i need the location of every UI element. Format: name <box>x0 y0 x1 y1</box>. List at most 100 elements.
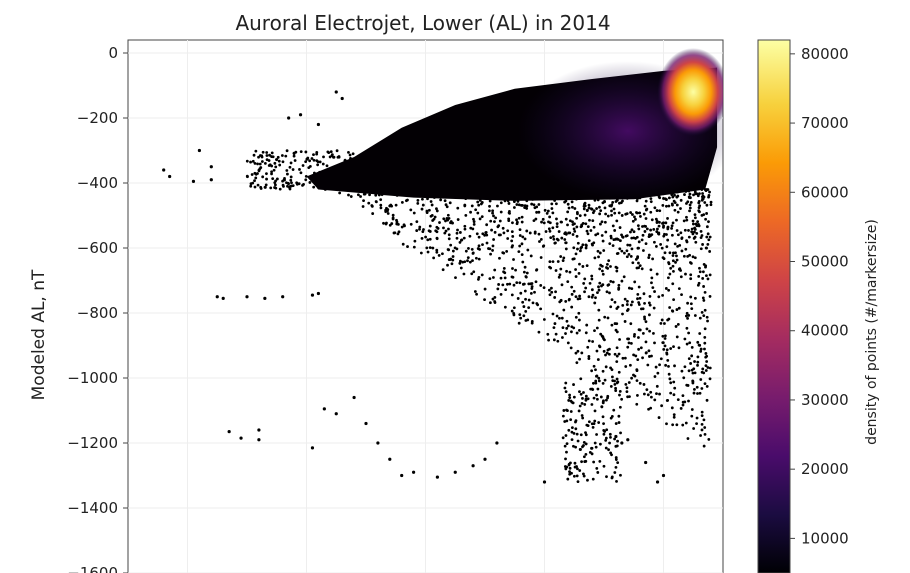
data-point <box>510 230 514 233</box>
data-point <box>620 249 624 253</box>
data-point <box>564 390 568 394</box>
data-point <box>608 291 611 295</box>
data-point <box>620 397 624 401</box>
data-point <box>663 334 667 338</box>
data-point <box>485 233 489 237</box>
data-point <box>517 216 521 220</box>
data-point <box>515 203 519 206</box>
data-point <box>644 340 648 344</box>
data-point <box>209 178 213 182</box>
data-point <box>316 160 320 164</box>
data-point <box>622 275 626 279</box>
data-point <box>704 364 708 368</box>
data-point <box>702 418 706 422</box>
data-point <box>458 261 462 265</box>
data-point <box>590 403 594 406</box>
data-point <box>578 469 582 472</box>
data-point <box>652 306 656 310</box>
data-point <box>692 193 695 197</box>
data-point <box>352 395 356 400</box>
data-point <box>655 480 660 484</box>
data-point <box>251 159 255 163</box>
data-point <box>575 361 579 365</box>
data-point <box>614 237 617 241</box>
data-point <box>584 394 588 398</box>
data-point <box>613 352 617 356</box>
data-point <box>551 211 555 215</box>
data-point <box>312 185 316 189</box>
data-point <box>679 275 683 279</box>
data-point <box>590 274 594 278</box>
data-point <box>653 240 656 244</box>
data-point <box>701 367 705 371</box>
data-point <box>520 220 524 224</box>
data-point <box>558 316 561 320</box>
data-point <box>329 150 333 154</box>
data-point <box>655 230 659 234</box>
data-point <box>534 217 538 221</box>
data-point <box>590 288 594 292</box>
data-point <box>681 400 685 404</box>
y-tick-label: −400 <box>77 174 118 192</box>
data-point <box>685 215 688 219</box>
y-tick-label: −200 <box>77 109 118 127</box>
data-point <box>520 242 524 246</box>
data-point <box>659 321 663 325</box>
data-point <box>596 358 600 361</box>
data-point <box>435 250 439 254</box>
data-point <box>302 182 305 186</box>
data-point <box>337 155 341 159</box>
data-point <box>609 435 612 439</box>
data-point <box>568 219 572 223</box>
data-point <box>523 265 527 269</box>
data-point <box>699 434 702 437</box>
data-point <box>689 362 693 365</box>
data-point <box>438 221 441 224</box>
data-point <box>395 220 399 224</box>
data-point <box>608 441 611 445</box>
data-point <box>627 252 631 256</box>
data-point <box>672 380 676 384</box>
data-point <box>595 466 599 470</box>
data-point <box>693 213 697 216</box>
data-point <box>421 230 425 234</box>
data-point <box>626 337 629 341</box>
data-point <box>679 198 683 202</box>
data-point <box>499 201 503 205</box>
data-point <box>626 243 630 247</box>
data-point <box>582 204 586 208</box>
data-point <box>690 408 694 411</box>
data-point <box>559 255 563 258</box>
data-point <box>604 353 607 357</box>
data-point <box>504 288 508 292</box>
data-point <box>611 244 615 248</box>
data-point <box>446 248 450 251</box>
data-point <box>569 461 572 465</box>
data-point <box>634 354 638 358</box>
data-point <box>488 247 492 251</box>
data-point <box>699 229 703 233</box>
data-point <box>371 212 375 215</box>
data-point <box>679 207 682 210</box>
data-point <box>433 215 437 219</box>
data-point <box>535 302 539 305</box>
data-point <box>672 345 675 349</box>
data-point <box>524 297 527 301</box>
data-point <box>285 169 289 172</box>
data-point <box>290 181 293 185</box>
data-point <box>478 247 481 251</box>
data-point <box>691 255 695 259</box>
data-point <box>364 421 368 426</box>
data-point <box>649 390 653 394</box>
data-point <box>700 310 704 314</box>
data-point <box>478 217 482 221</box>
data-point <box>660 246 664 250</box>
data-point <box>451 249 455 253</box>
data-point <box>316 291 320 296</box>
data-point <box>666 238 670 242</box>
data-point <box>265 154 269 157</box>
data-point <box>684 314 688 318</box>
data-point <box>580 224 584 228</box>
data-point <box>524 275 528 278</box>
